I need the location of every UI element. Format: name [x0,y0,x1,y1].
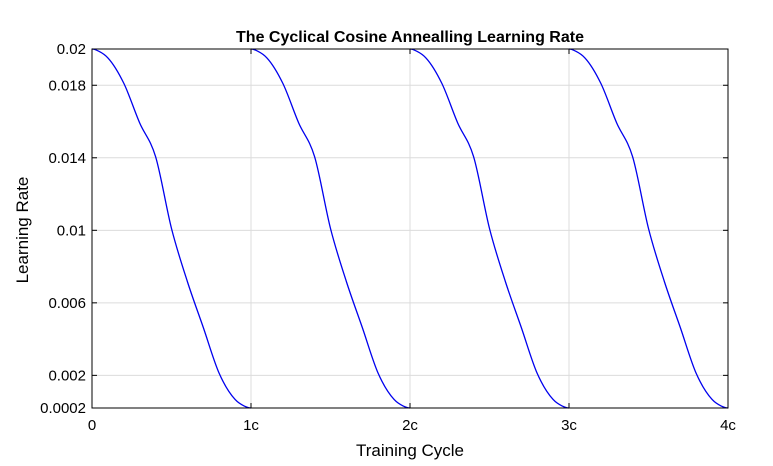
series-line [568,48,729,409]
y-tick-label: 0.02 [57,41,86,58]
series-line [91,48,252,409]
series-layer [91,48,729,409]
x-tick-label: 0 [88,417,96,434]
x-tick-label: 3c [561,417,577,434]
y-tick-label: 0.018 [48,77,86,94]
x-tick-label: 4c [720,417,736,434]
y-axis-label: Learning Rate [13,177,32,284]
y-tick-label: 0.01 [57,222,86,239]
y-tick-label: 0.006 [48,295,86,312]
x-axis-label: Training Cycle [356,441,464,460]
grid [91,48,729,409]
x-tick-label: 2c [402,417,418,434]
y-tick-label: 0.0002 [40,400,86,417]
y-axis-ticks: 0.0002 0.002 0.006 0.01 0.014 0.018 0.02 [40,41,728,417]
y-tick-label: 0.014 [48,150,86,167]
x-axis-ticks: 0 1c 2c 3c 4c [88,49,736,434]
x-tick-label: 1c [243,417,259,434]
series-line [409,48,570,409]
series-line [250,48,411,409]
chart-title: The Cyclical Cosine Annealling Learning … [236,29,584,46]
y-tick-label: 0.002 [48,367,86,384]
